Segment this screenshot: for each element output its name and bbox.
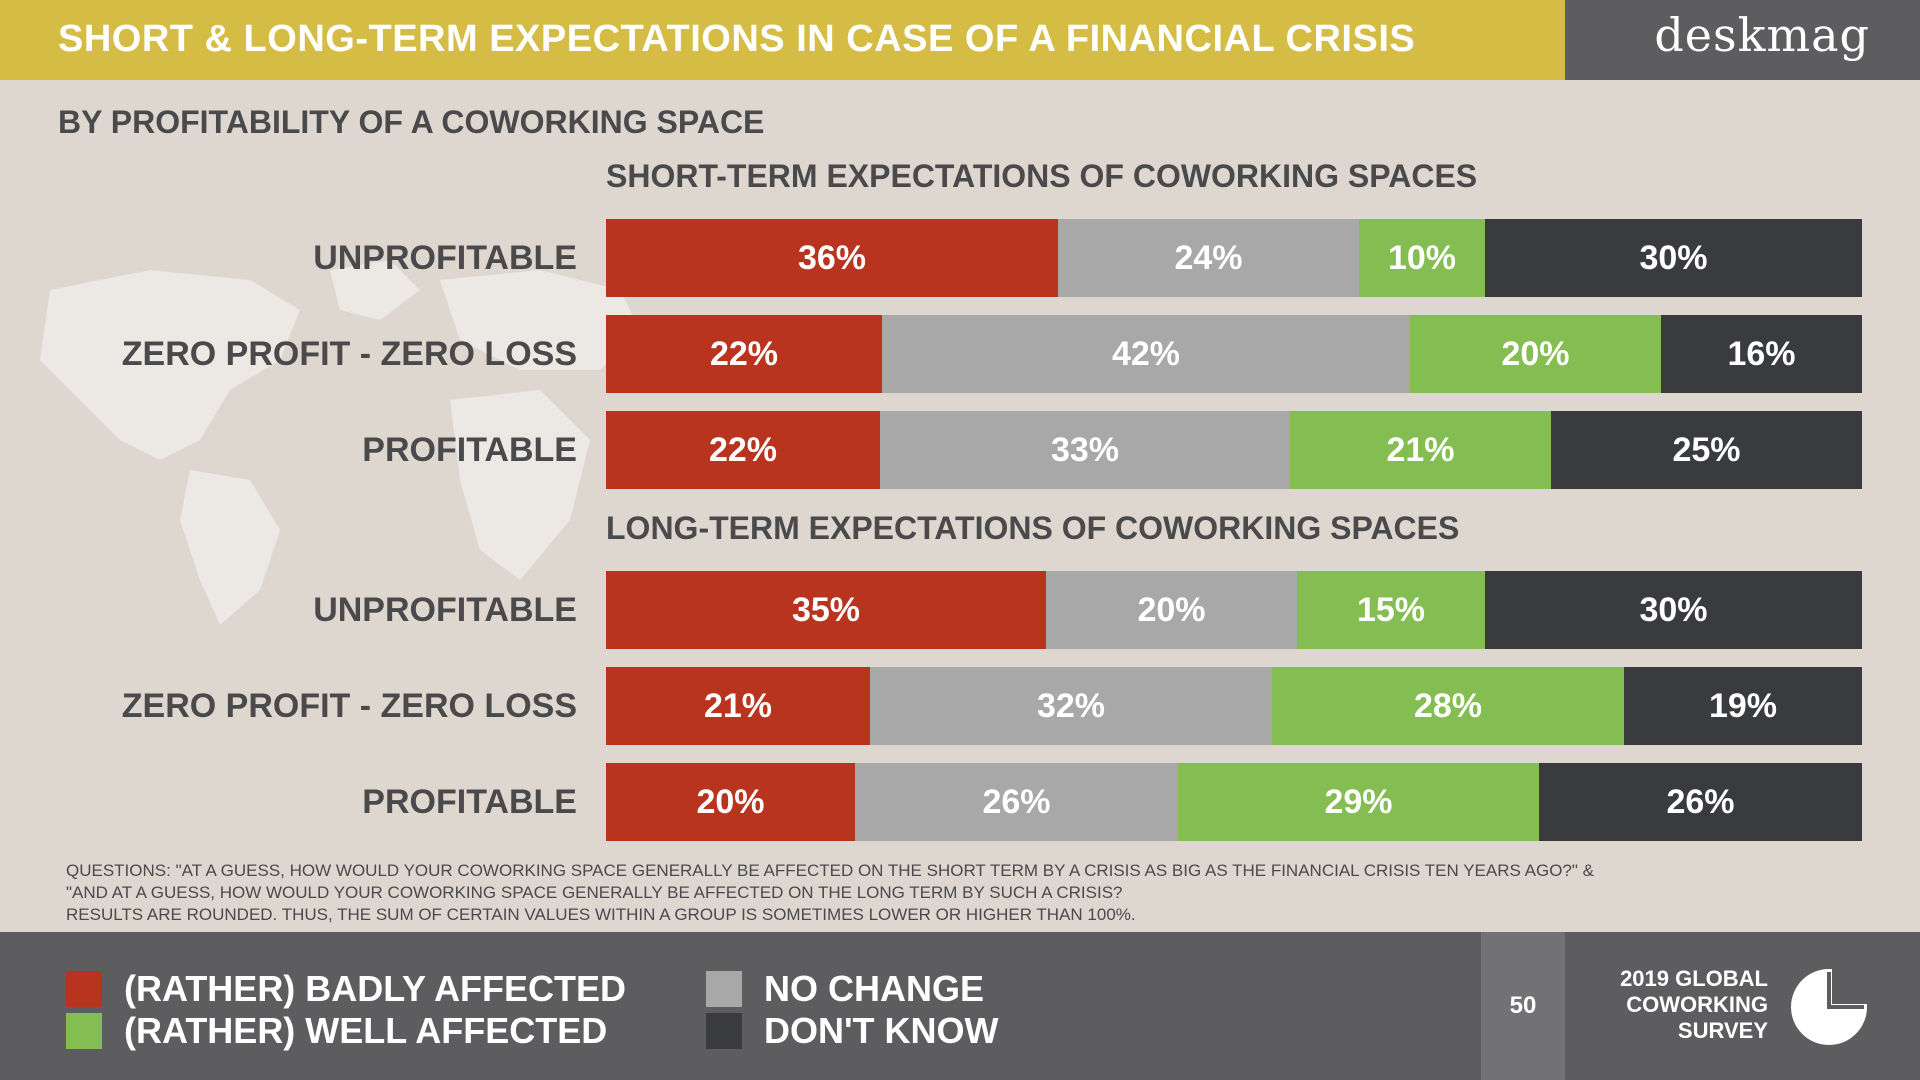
data-label: 15% xyxy=(1356,590,1426,629)
row-label: PROFITABLE xyxy=(362,431,577,469)
brand-band: deskmag xyxy=(1565,0,1920,80)
legend-swatch xyxy=(66,1013,102,1049)
data-label: 30% xyxy=(1639,590,1708,629)
legend-label: DON'T KNOW xyxy=(764,1010,999,1051)
legend-swatch xyxy=(706,1013,742,1049)
row-label: UNPROFITABLE xyxy=(313,591,577,629)
legend-badly: (RATHER) BADLY AFFECTED xyxy=(66,968,626,1010)
row-label: UNPROFITABLE xyxy=(313,239,577,277)
page-title: SHORT & LONG-TERM EXPECTATIONS IN CASE O… xyxy=(58,18,1416,60)
survey-notes: QUESTIONS: "AT A GUESS, HOW WOULD YOUR C… xyxy=(66,860,1594,926)
seg-no-change: 32% xyxy=(870,667,1272,745)
data-label: 21% xyxy=(703,686,773,725)
seg-badly-affected: 36% xyxy=(606,219,1058,297)
survey-name: 2019 GLOBAL COWORKING SURVEY xyxy=(1620,966,1768,1044)
data-label: 22% xyxy=(708,430,778,469)
data-label: 26% xyxy=(982,782,1051,821)
seg-well-affected: 21% xyxy=(1290,411,1551,489)
data-label: 26% xyxy=(1666,782,1735,821)
survey-line: 2019 GLOBAL xyxy=(1620,966,1768,991)
seg-badly-affected: 22% xyxy=(606,315,882,393)
seg-well-affected: 28% xyxy=(1272,667,1624,745)
page-number-box: 50 xyxy=(1481,932,1565,1080)
seg-well-affected: 15% xyxy=(1297,571,1485,649)
data-label: 25% xyxy=(1672,430,1741,469)
seg-dont-know: 30% xyxy=(1485,571,1862,649)
note-line: "AND AT A GUESS, HOW WOULD YOUR COWORKIN… xyxy=(66,883,1123,902)
seg-badly-affected: 22% xyxy=(606,411,880,489)
data-label: 29% xyxy=(1324,782,1393,821)
pie-chart-icon xyxy=(1791,968,1868,1045)
data-label: 21% xyxy=(1386,430,1455,469)
data-label: 30% xyxy=(1639,238,1708,277)
stacked-bar: 22% 42% 20% 16% xyxy=(606,315,1862,393)
world-map-background xyxy=(40,260,640,625)
data-label: 33% xyxy=(1050,430,1120,469)
note-line: QUESTIONS: "AT A GUESS, HOW WOULD YOUR C… xyxy=(66,861,1594,880)
row-label: ZERO PROFIT - ZERO LOSS xyxy=(121,335,577,373)
data-label: 24% xyxy=(1174,238,1243,277)
stacked-bar: 20% 26% 29% 26% xyxy=(606,763,1862,841)
page-number: 50 xyxy=(1509,992,1537,1019)
survey-line: SURVEY xyxy=(1677,1018,1768,1043)
seg-badly-affected: 20% xyxy=(606,763,855,841)
seg-badly-affected: 35% xyxy=(606,571,1046,649)
stacked-bar: 36% 24% 10% 30% xyxy=(606,219,1862,297)
data-label: 20% xyxy=(696,782,765,821)
data-label: 28% xyxy=(1413,686,1483,725)
seg-no-change: 24% xyxy=(1058,219,1359,297)
stacked-bar: 35% 20% 15% 30% xyxy=(606,571,1862,649)
data-label: 32% xyxy=(1036,686,1106,725)
legend-label: (RATHER) BADLY AFFECTED xyxy=(124,968,626,1009)
footer: (RATHER) BADLY AFFECTED (RATHER) WELL AF… xyxy=(0,932,1920,1080)
stacked-bar: 22% 33% 21% 25% xyxy=(606,411,1862,489)
seg-dont-know: 16% xyxy=(1661,315,1862,393)
seg-dont-know: 25% xyxy=(1551,411,1862,489)
row-label: ZERO PROFIT - ZERO LOSS xyxy=(121,687,577,725)
seg-no-change: 20% xyxy=(1046,571,1297,649)
legend-no-change: NO CHANGE xyxy=(706,968,984,1010)
seg-well-affected: 10% xyxy=(1359,219,1485,297)
data-label: 10% xyxy=(1387,238,1457,277)
data-label: 19% xyxy=(1708,686,1778,725)
data-label: 16% xyxy=(1727,334,1796,373)
seg-dont-know: 30% xyxy=(1485,219,1862,297)
legend-label: (RATHER) WELL AFFECTED xyxy=(124,1010,608,1051)
section-title: LONG-TERM EXPECTATIONS OF COWORKING SPAC… xyxy=(606,510,1460,546)
legend-swatch xyxy=(706,971,742,1007)
data-label: 42% xyxy=(1111,334,1181,373)
data-label: 22% xyxy=(709,334,779,373)
stacked-bar: 21% 32% 28% 19% xyxy=(606,667,1862,745)
legend-swatch xyxy=(66,971,102,1007)
data-label: 36% xyxy=(797,238,867,277)
seg-no-change: 26% xyxy=(855,763,1178,841)
seg-no-change: 42% xyxy=(882,315,1410,393)
seg-well-affected: 29% xyxy=(1178,763,1539,841)
legend-label: NO CHANGE xyxy=(764,968,985,1009)
note-line: RESULTS ARE ROUNDED. THUS, THE SUM OF CE… xyxy=(66,905,1136,924)
legend-well: (RATHER) WELL AFFECTED xyxy=(66,1010,607,1052)
seg-dont-know: 19% xyxy=(1624,667,1862,745)
data-label: 20% xyxy=(1501,334,1570,373)
seg-badly-affected: 21% xyxy=(606,667,870,745)
deskmag-logo: deskmag xyxy=(1654,8,1870,62)
header-band: SHORT & LONG-TERM EXPECTATIONS IN CASE O… xyxy=(0,0,1565,80)
section-title: SHORT-TERM EXPECTATIONS OF COWORKING SPA… xyxy=(606,158,1478,194)
seg-well-affected: 20% xyxy=(1410,315,1661,393)
survey-line: COWORKING xyxy=(1626,992,1768,1017)
legend-dont-know: DON'T KNOW xyxy=(706,1010,999,1052)
data-label: 20% xyxy=(1137,590,1206,629)
seg-dont-know: 26% xyxy=(1539,763,1862,841)
row-label: PROFITABLE xyxy=(362,783,577,821)
data-label: 35% xyxy=(791,590,861,629)
chart-subtitle: BY PROFITABILITY OF A COWORKING SPACE xyxy=(58,104,765,140)
seg-no-change: 33% xyxy=(880,411,1290,489)
